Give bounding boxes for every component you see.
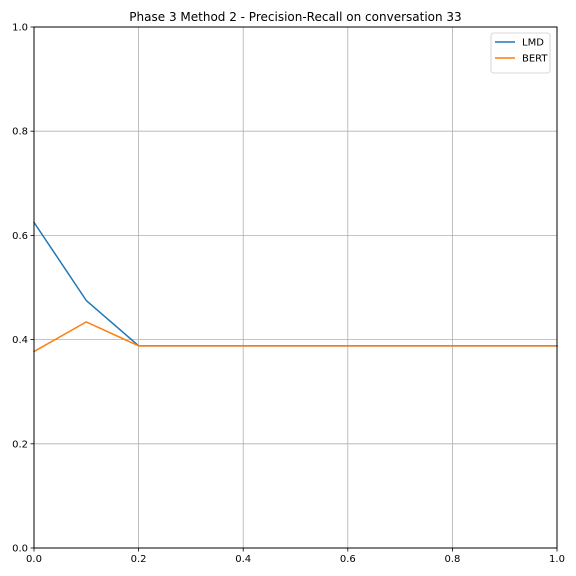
- y-tick-label: 0.8: [12, 127, 28, 138]
- legend-label-lmd: LMD: [522, 38, 544, 49]
- series-line-bert: [32, 321, 558, 353]
- y-tick-label: 1.0: [12, 23, 28, 34]
- axis-ticks: 0.0 0.2 0.4 0.6 0.8 1.0 0.0 0.2 0.4 0.6 0.8 1.0: [12, 23, 565, 566]
- x-tick-label: 0.2: [131, 554, 147, 565]
- x-tick-label: 0.6: [340, 554, 356, 565]
- x-tick-label: 0.0: [26, 554, 42, 565]
- legend-label-bert: BERT: [522, 54, 548, 65]
- x-tick-label: 0.4: [235, 554, 251, 565]
- y-tick-label: 0.6: [12, 231, 28, 242]
- y-tick-label: 0.4: [12, 335, 28, 346]
- x-tick-label: 0.8: [444, 554, 460, 565]
- chart-title: Phase 3 Method 2 - Precision-Recall on c…: [129, 10, 461, 24]
- series-lines: [32, 221, 558, 353]
- y-tick-label: 0.2: [12, 439, 28, 450]
- y-tick-label: 0.0: [12, 544, 28, 555]
- x-tick-label: 1.0: [549, 554, 565, 565]
- plot-frame: [33, 26, 558, 549]
- legend-box: [490, 32, 551, 74]
- legend: LMD BERT: [490, 32, 551, 74]
